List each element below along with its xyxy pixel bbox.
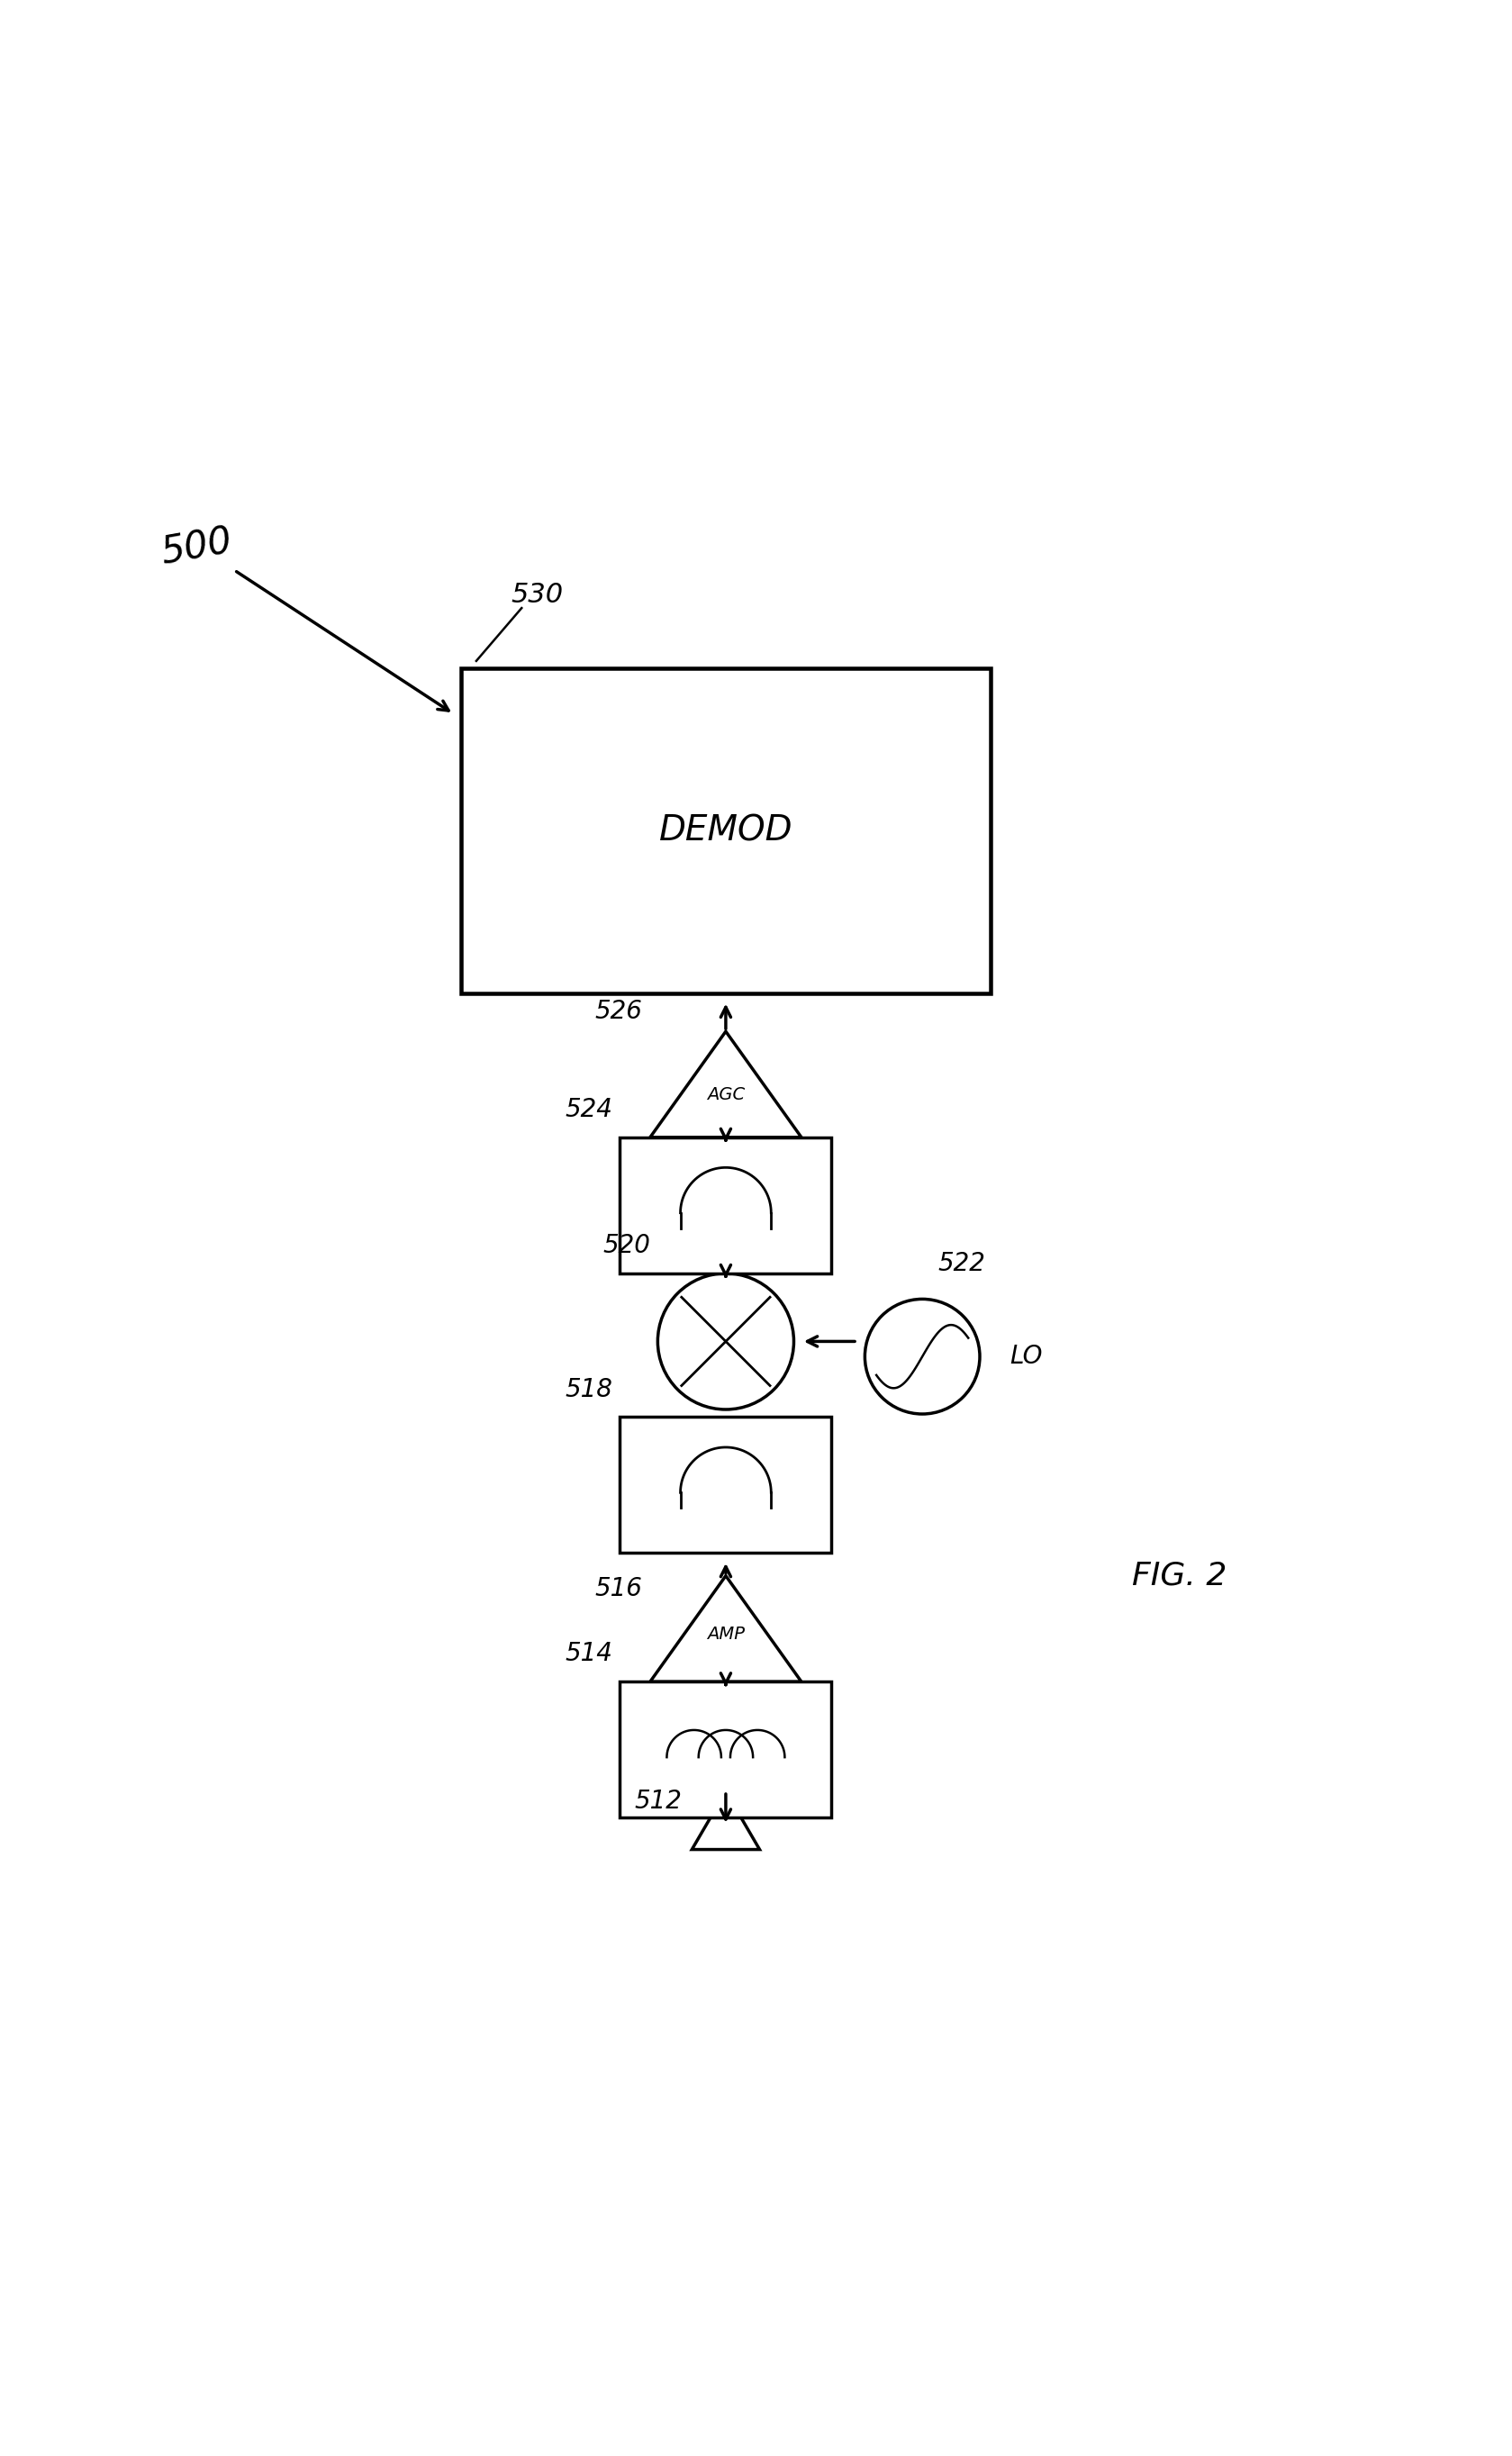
Text: FIG. 2: FIG. 2 [1132,1560,1226,1591]
Text: AMP: AMP [706,1626,745,1643]
Text: 520: 520 [603,1233,650,1257]
FancyBboxPatch shape [620,1417,832,1552]
Text: 526: 526 [596,1000,643,1024]
FancyBboxPatch shape [620,1682,832,1817]
Text: DEMOD: DEMOD [659,813,792,847]
Text: 518: 518 [565,1378,612,1402]
Text: 514: 514 [565,1641,612,1668]
Text: 524: 524 [565,1098,612,1122]
Text: 516: 516 [596,1577,643,1601]
FancyBboxPatch shape [461,668,990,995]
Text: 522: 522 [937,1250,984,1277]
Text: 530: 530 [511,582,562,609]
Text: 500: 500 [159,523,234,572]
FancyBboxPatch shape [620,1137,832,1272]
Text: AGC: AGC [706,1086,745,1103]
Text: 512: 512 [635,1788,682,1813]
Text: LO: LO [1010,1343,1043,1368]
